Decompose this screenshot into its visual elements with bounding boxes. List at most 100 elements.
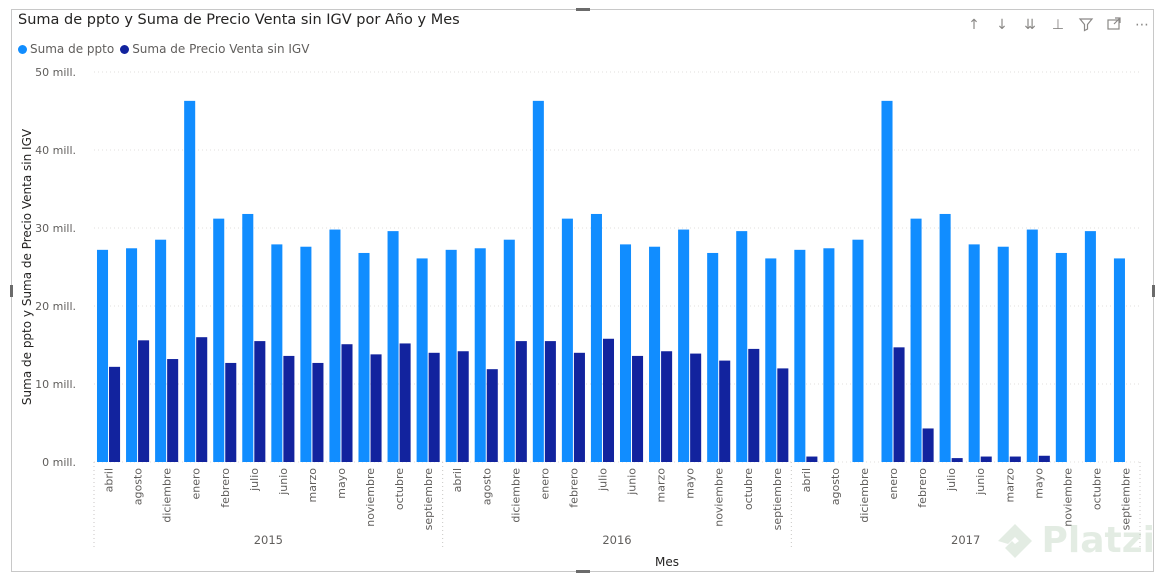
- x-tick-label: noviembre: [713, 468, 726, 527]
- x-tick-label: mayo: [335, 468, 348, 499]
- bar-ppto: [213, 218, 225, 462]
- bar-precio-venta: [632, 355, 644, 462]
- y-tick-label: 30 mill.: [35, 222, 76, 235]
- bar-precio-venta: [1009, 456, 1021, 462]
- watermark-text: Platzi: [1041, 520, 1155, 561]
- bar-precio-venta: [370, 354, 382, 462]
- bar-ppto: [619, 244, 632, 462]
- resize-handle-left[interactable]: [10, 285, 13, 297]
- bar-ppto: [997, 246, 1009, 462]
- legend-item-precio-venta[interactable]: Suma de Precio Venta sin IGV: [120, 42, 309, 56]
- bar-ppto: [881, 100, 893, 463]
- bar-precio-venta: [661, 351, 673, 462]
- double-arrow-down-icon[interactable]: ⇊: [1024, 17, 1036, 33]
- bar-precio-venta: [254, 341, 266, 462]
- visual-header-toolbar: ↑ ↓ ⇊ ⊥ ⋯: [965, 16, 1151, 34]
- y-axis-label: Suma de ppto y Suma de Precio Venta sin …: [20, 128, 34, 405]
- x-tick-label: agosto: [480, 468, 493, 505]
- arrow-down-icon[interactable]: ↓: [996, 17, 1008, 33]
- bar-precio-venta: [719, 360, 731, 462]
- bar-ppto: [910, 218, 922, 462]
- bar-ppto: [1026, 229, 1038, 462]
- bar-precio-venta: [486, 369, 498, 462]
- bar-precio-venta: [602, 338, 615, 462]
- legend-label-ppto: Suma de ppto: [30, 42, 115, 56]
- chart-legend: Suma de ppto Suma de Precio Venta sin IG…: [18, 42, 315, 56]
- bar-ppto: [474, 248, 486, 462]
- bar-ppto: [155, 239, 167, 462]
- x-tick-label: agosto: [829, 468, 842, 505]
- x-tick-label: abril: [451, 468, 464, 492]
- x-tick-label: septiembre: [1119, 468, 1132, 531]
- bar-precio-venta: [544, 341, 556, 462]
- x-tick-label: mayo: [684, 468, 697, 499]
- bar-precio-venta: [777, 368, 789, 462]
- bar-ppto: [416, 258, 428, 462]
- year-label: 2016: [602, 533, 631, 547]
- x-tick-label: julio: [596, 468, 609, 492]
- expand-hierarchy-icon[interactable]: ⊥: [1051, 17, 1065, 33]
- x-tick-label: diciembre: [509, 468, 522, 523]
- bar-ppto: [765, 258, 777, 462]
- more-options-icon[interactable]: ⋯: [1135, 17, 1149, 33]
- bar-ppto: [503, 239, 515, 462]
- bar-precio-venta: [1038, 455, 1050, 462]
- bar-precio-venta: [748, 348, 760, 462]
- bar-precio-venta: [922, 428, 934, 462]
- bar-precio-venta: [806, 456, 818, 462]
- x-tick-label: julio: [945, 468, 958, 492]
- chart-visual[interactable]: [11, 9, 1154, 572]
- bar-ppto: [561, 218, 573, 462]
- bar-precio-venta: [690, 353, 702, 462]
- bar-ppto: [532, 100, 544, 463]
- x-tick-label: noviembre: [1061, 468, 1074, 527]
- chart-title: Suma de ppto y Suma de Precio Venta sin …: [18, 12, 460, 28]
- resize-handle-right[interactable]: [1152, 285, 1155, 297]
- x-tick-label: marzo: [306, 468, 319, 503]
- bar-ppto: [1084, 231, 1096, 462]
- x-tick-label: octubre: [393, 468, 406, 510]
- focus-mode-icon[interactable]: [1105, 16, 1123, 34]
- x-tick-label: abril: [800, 468, 813, 492]
- bar-precio-venta: [428, 352, 440, 462]
- bar-precio-venta: [893, 347, 905, 462]
- filter-icon[interactable]: [1077, 16, 1095, 34]
- legend-marker-precio-venta: [120, 44, 130, 54]
- bar-ppto: [823, 248, 835, 462]
- bar-ppto: [736, 231, 748, 462]
- x-axis-label: Mes: [655, 555, 679, 569]
- x-tick-label: abril: [103, 468, 116, 492]
- bar-ppto: [96, 249, 109, 462]
- bar-precio-venta: [312, 362, 324, 462]
- bar-ppto: [707, 252, 719, 462]
- y-tick-label: 10 mill.: [35, 378, 76, 391]
- x-tick-label: febrero: [219, 468, 232, 508]
- bar-ppto: [968, 244, 980, 462]
- x-tick-label: junio: [277, 468, 290, 496]
- resize-handle-bottom[interactable]: [576, 570, 590, 573]
- bar-ppto: [126, 248, 138, 462]
- bar-ppto: [939, 213, 951, 462]
- x-tick-label: febrero: [567, 468, 580, 508]
- bar-ppto: [852, 239, 864, 462]
- bar-precio-venta: [515, 341, 527, 462]
- resize-handle-top[interactable]: [576, 8, 590, 11]
- legend-item-ppto[interactable]: Suma de ppto: [18, 42, 114, 56]
- x-tick-label: junio: [974, 468, 987, 496]
- bar-precio-venta: [457, 351, 469, 462]
- arrow-up-icon[interactable]: ↑: [968, 17, 980, 33]
- x-tick-label: marzo: [655, 468, 668, 503]
- bar-precio-venta: [109, 366, 121, 462]
- x-tick-label: agosto: [132, 468, 145, 505]
- bar-ppto: [387, 231, 399, 462]
- year-label: 2017: [951, 533, 980, 547]
- x-tick-label: septiembre: [771, 468, 784, 531]
- bar-precio-venta: [980, 456, 992, 462]
- bar-ppto: [358, 252, 370, 462]
- bar-ppto: [184, 100, 196, 463]
- bar-ppto: [242, 213, 254, 462]
- x-tick-label: octubre: [742, 468, 755, 510]
- legend-label-precio-venta: Suma de Precio Venta sin IGV: [132, 42, 310, 56]
- x-tick-label: julio: [248, 468, 261, 492]
- x-tick-label: enero: [538, 468, 551, 500]
